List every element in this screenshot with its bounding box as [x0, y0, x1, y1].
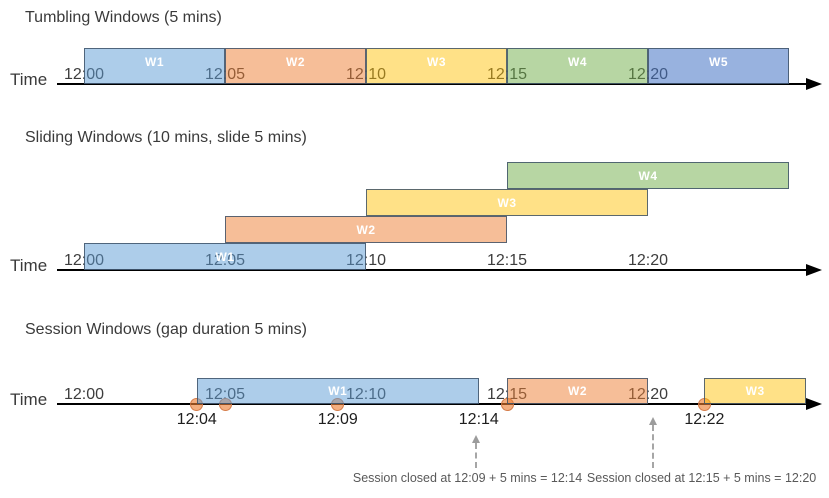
window-bar: W1	[196, 378, 479, 404]
tumbling-axis-arrowhead-icon	[806, 78, 822, 90]
event-time-label: 12:09	[317, 411, 358, 428]
axis-tick-label: 12:00	[63, 386, 105, 403]
window-bar: W1	[84, 48, 225, 84]
window-bar: W5	[648, 48, 789, 84]
window-bar-label: W4	[568, 55, 587, 69]
tumbling-axis-line	[57, 83, 814, 85]
window-bar: W1	[84, 243, 366, 270]
sliding-axis-line	[57, 269, 814, 271]
session-axis-line	[57, 403, 814, 405]
dashed-up-arrow-icon	[648, 417, 658, 468]
window-bar-label: W3	[427, 55, 446, 69]
session-axis-arrowhead-icon	[806, 398, 822, 410]
annotation-text: Session closed at 12:15 + 5 mins = 12:20	[586, 471, 817, 485]
event-time-label: 12:14	[458, 411, 499, 428]
session-section-title: Session Windows (gap duration 5 mins)	[25, 321, 307, 338]
window-bar: W3	[704, 378, 806, 404]
window-bar: W4	[507, 162, 789, 189]
dashed-up-arrow-icon	[471, 435, 481, 468]
event-time-label: 12:04	[176, 411, 217, 428]
sliding-time-axis-label: Time	[10, 256, 48, 275]
window-bar: W3	[366, 189, 648, 216]
tumbling-section-title: Tumbling Windows (5 mins)	[25, 9, 222, 26]
window-bar-label: W2	[568, 384, 587, 398]
axis-tick-label: 12:20	[627, 252, 669, 269]
window-bar-label: W2	[356, 222, 376, 237]
window-bar-label: W4	[638, 168, 658, 183]
window-bar-label: W3	[497, 195, 517, 210]
window-bar-label: W1	[145, 55, 164, 69]
event-time-label: 12:22	[684, 411, 725, 428]
window-bar: W2	[225, 48, 366, 84]
window-bar-label: W1	[215, 249, 235, 264]
window-bar-label: W3	[745, 384, 765, 398]
arrow-stem	[651, 425, 654, 468]
arrowhead-icon	[648, 417, 657, 425]
axis-tick-label: 12:15	[486, 252, 528, 269]
window-bar: W2	[225, 216, 507, 243]
arrowhead-icon	[471, 435, 480, 443]
sliding-axis-arrowhead-icon	[806, 264, 822, 276]
annotation-text: Session closed at 12:09 + 5 mins = 12:14	[352, 471, 583, 485]
tumbling-time-axis-label: Time	[10, 70, 48, 89]
window-bar: W3	[366, 48, 507, 84]
window-bar: W4	[507, 48, 648, 84]
window-bar: W2	[507, 378, 648, 404]
window-bar-label: W5	[709, 55, 728, 69]
sliding-section-title: Sliding Windows (10 mins, slide 5 mins)	[25, 129, 307, 146]
session-time-axis-label: Time	[10, 390, 48, 409]
window-bar-label: W1	[328, 384, 348, 398]
window-bar-label: W2	[286, 55, 305, 69]
arrow-stem	[474, 443, 477, 468]
